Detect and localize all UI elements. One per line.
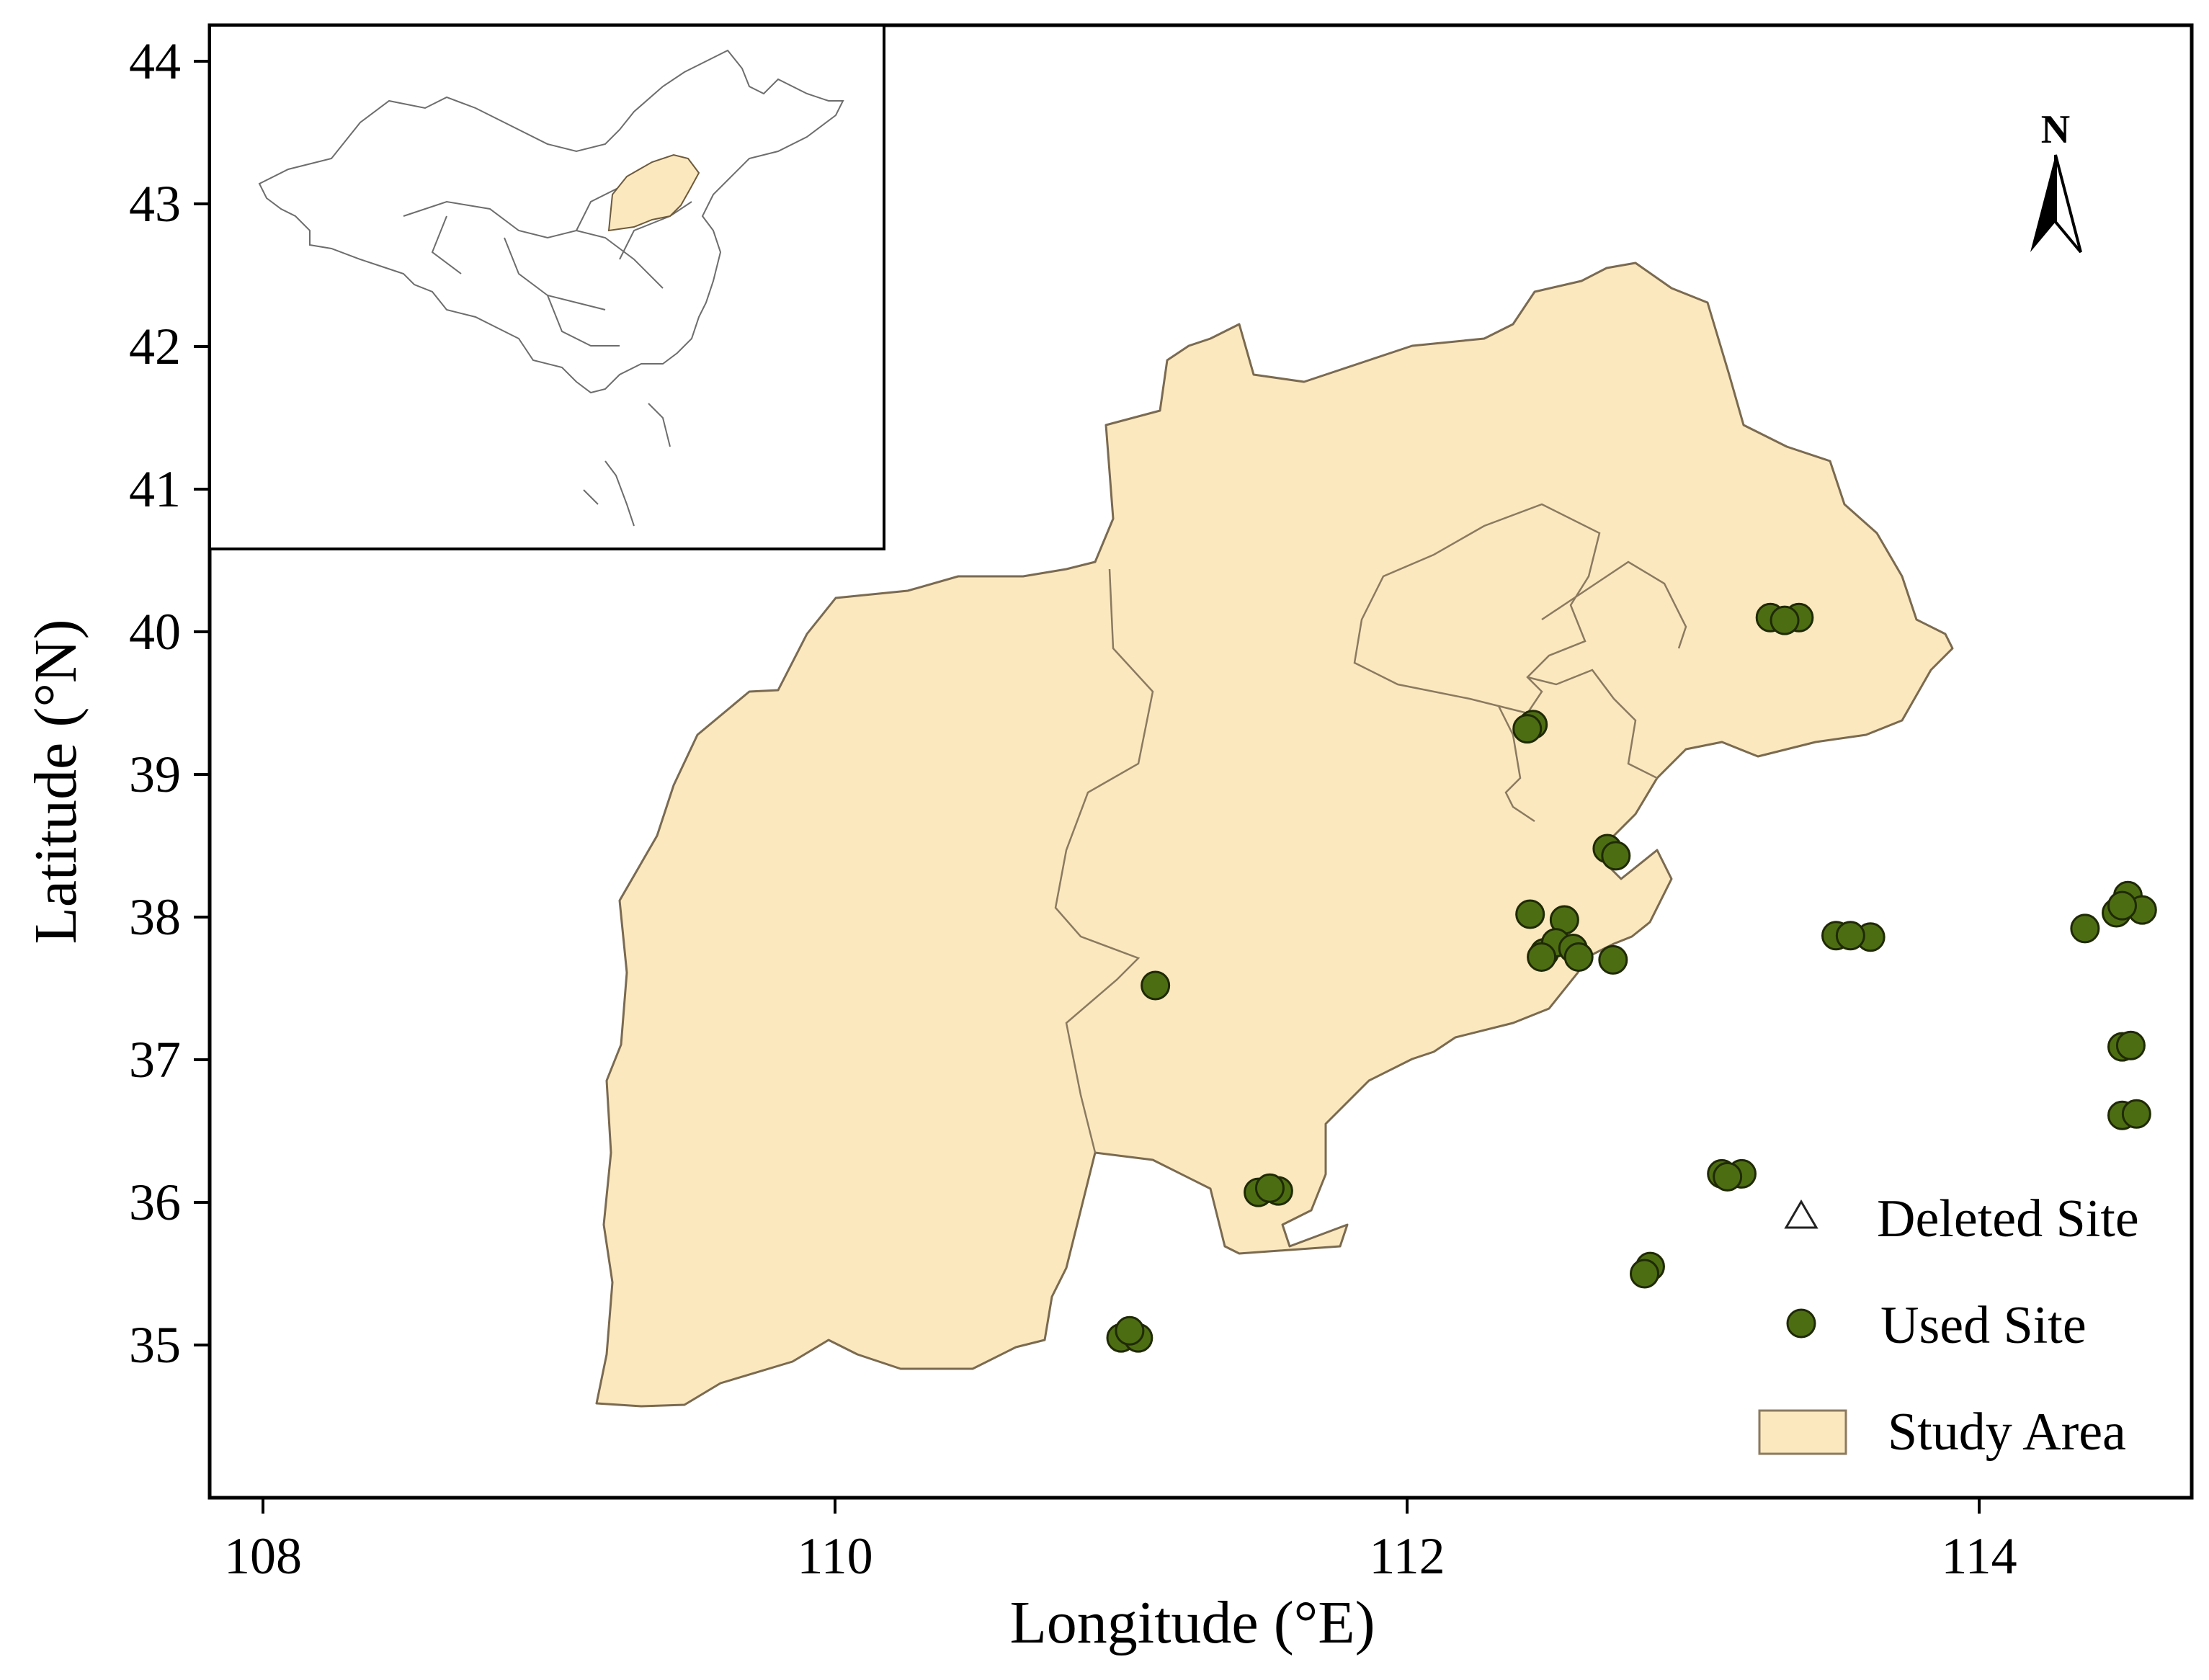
china-inset-map-icon: [258, 49, 844, 527]
legend-item-area: Study Area: [1758, 1403, 2126, 1462]
china-inset-map: [208, 24, 885, 550]
legend-item-used: Used Site: [1786, 1296, 2087, 1355]
x-tick-label: 112: [1369, 1527, 1445, 1585]
used-site-point: [1835, 921, 1865, 951]
y-tick-label: 44: [129, 32, 181, 90]
used-site-point: [1563, 942, 1594, 972]
inset-study-area: [607, 153, 700, 232]
legend: Deleted Site Used Site Study Area: [1758, 1189, 2139, 1462]
y-tick-label: 42: [129, 318, 181, 375]
used-site-point: [1512, 714, 1543, 744]
used-site-point: [1630, 1259, 1660, 1289]
legend-used-site-icon: [1786, 1308, 1816, 1339]
x-tick-label: 110: [797, 1527, 873, 1585]
plot-frame: 108110112114116118120 353637383940414243…: [129, 23, 2194, 1585]
used-site-point: [1601, 841, 1631, 871]
used-site-point: [1141, 970, 1171, 1001]
legend-study-area-icon: [1758, 1409, 1847, 1455]
used-site-point: [1598, 944, 1628, 975]
used-site-point: [2115, 1030, 2146, 1060]
used-site-point: [2107, 890, 2137, 921]
y-tick-label: 43: [129, 175, 181, 233]
north-arrow-label: N: [2041, 107, 2070, 152]
used-site-point: [1515, 899, 1545, 929]
used-site-point: [1527, 942, 1557, 972]
used-site-point: [1254, 1173, 1285, 1203]
y-axis-title: Latitude (°N): [22, 619, 89, 944]
x-axis-title: Longitude (°E): [1009, 1589, 1375, 1656]
used-sites-layer: [1106, 602, 2157, 1353]
study-area-region: [595, 262, 1954, 1408]
north-arrow-icon: [2030, 155, 2056, 252]
y-axis-ticks: 35 36 37 38 39 40 41 42 43 44: [129, 32, 210, 1374]
used-site-point: [1713, 1161, 1743, 1192]
province-boundaries: [1054, 503, 1687, 1153]
north-arrow-outline: [2054, 154, 2082, 254]
x-tick-label: 114: [1941, 1527, 2017, 1585]
y-tick-label: 40: [129, 603, 181, 661]
north-arrow: N: [2030, 107, 2082, 254]
legend-used-label: Used Site: [1880, 1296, 2087, 1355]
y-tick-label: 37: [129, 1031, 181, 1089]
y-tick-label: 35: [129, 1316, 181, 1374]
legend-deleted-label: Deleted Site: [1877, 1189, 2139, 1248]
legend-deleted-site-icon: [1784, 1199, 1818, 1229]
used-site-point: [1770, 605, 1800, 635]
used-site-point: [2070, 913, 2100, 944]
x-tick-label: 108: [224, 1527, 302, 1585]
legend-item-deleted: Deleted Site: [1784, 1189, 2139, 1248]
y-tick-label: 39: [129, 746, 181, 803]
used-site-point: [1115, 1315, 1145, 1346]
x-axis-ticks: 108110112114116118120: [224, 1498, 2017, 1585]
legend-area-label: Study Area: [1888, 1403, 2126, 1462]
used-site-point: [2121, 1099, 2151, 1129]
y-tick-label: 41: [129, 460, 181, 518]
y-tick-label: 36: [129, 1174, 181, 1231]
y-tick-label: 38: [129, 888, 181, 946]
